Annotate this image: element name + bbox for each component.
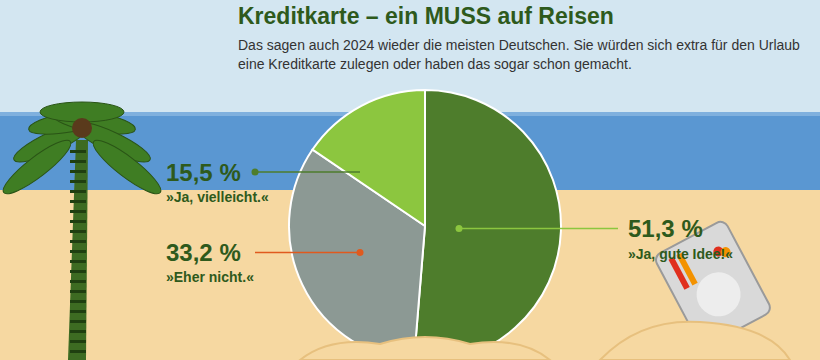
subtitle-line: Das sagen auch 2024 wieder die meisten D… xyxy=(238,37,800,53)
category-label: »Eher nicht.« xyxy=(166,269,254,285)
palm-stripe xyxy=(70,260,86,263)
subtitle: Das sagen auch 2024 wieder die meisten D… xyxy=(238,37,800,72)
palm-leaf xyxy=(88,133,167,200)
palm-stripe xyxy=(70,220,86,223)
palm-stripe xyxy=(70,230,86,233)
leader-line xyxy=(255,252,360,254)
palm-stripe xyxy=(70,210,86,213)
title: Kreditkarte – ein MUSS auf Reisen xyxy=(238,3,614,29)
palm-stripe xyxy=(70,180,86,183)
leader-line xyxy=(459,228,618,230)
pie-slice xyxy=(313,90,425,226)
pie xyxy=(289,90,561,360)
leader-dot xyxy=(252,168,259,175)
pie-slice xyxy=(414,90,561,360)
palm-stripe xyxy=(70,300,86,303)
category-label: »Ja, gute Idee!« xyxy=(628,246,733,262)
palm-stripe xyxy=(70,200,86,203)
palm-crown xyxy=(72,118,92,138)
leader-dot xyxy=(357,249,364,256)
leader-line xyxy=(255,171,360,173)
subtitle-line: eine Kreditkarte zulegen oder haben das … xyxy=(238,56,632,72)
palm-stripe xyxy=(70,350,86,353)
palm-stripe xyxy=(70,170,86,173)
value-label: 51,3 % xyxy=(628,215,703,242)
palm-stripe xyxy=(70,160,86,163)
card-circle xyxy=(689,265,749,325)
palm-stripe xyxy=(70,190,86,193)
palm-stripe xyxy=(70,240,86,243)
chart: Kreditkarte – ein MUSS auf Reisen Das sag… xyxy=(0,0,820,360)
palm-tree xyxy=(0,102,166,360)
palm-stripe xyxy=(70,330,86,333)
sand-mound xyxy=(600,322,790,360)
palm-leaf xyxy=(0,133,76,200)
palm-stripe xyxy=(70,250,86,253)
leader-dot xyxy=(456,225,463,232)
category-label: »Ja, vielleicht.« xyxy=(166,189,269,205)
value-label: 33,2 % xyxy=(166,239,241,266)
palm-stripe xyxy=(70,150,86,153)
palm-stripe xyxy=(70,290,86,293)
palm-stripe xyxy=(70,320,86,323)
palm-stripe xyxy=(70,270,86,273)
value-label: 15,5 % xyxy=(166,159,241,186)
palm-stripe xyxy=(70,280,86,283)
palm-stripe xyxy=(70,310,86,313)
palm-trunk xyxy=(68,140,88,360)
sand-mound xyxy=(300,337,550,360)
palm-stripe xyxy=(70,340,86,343)
